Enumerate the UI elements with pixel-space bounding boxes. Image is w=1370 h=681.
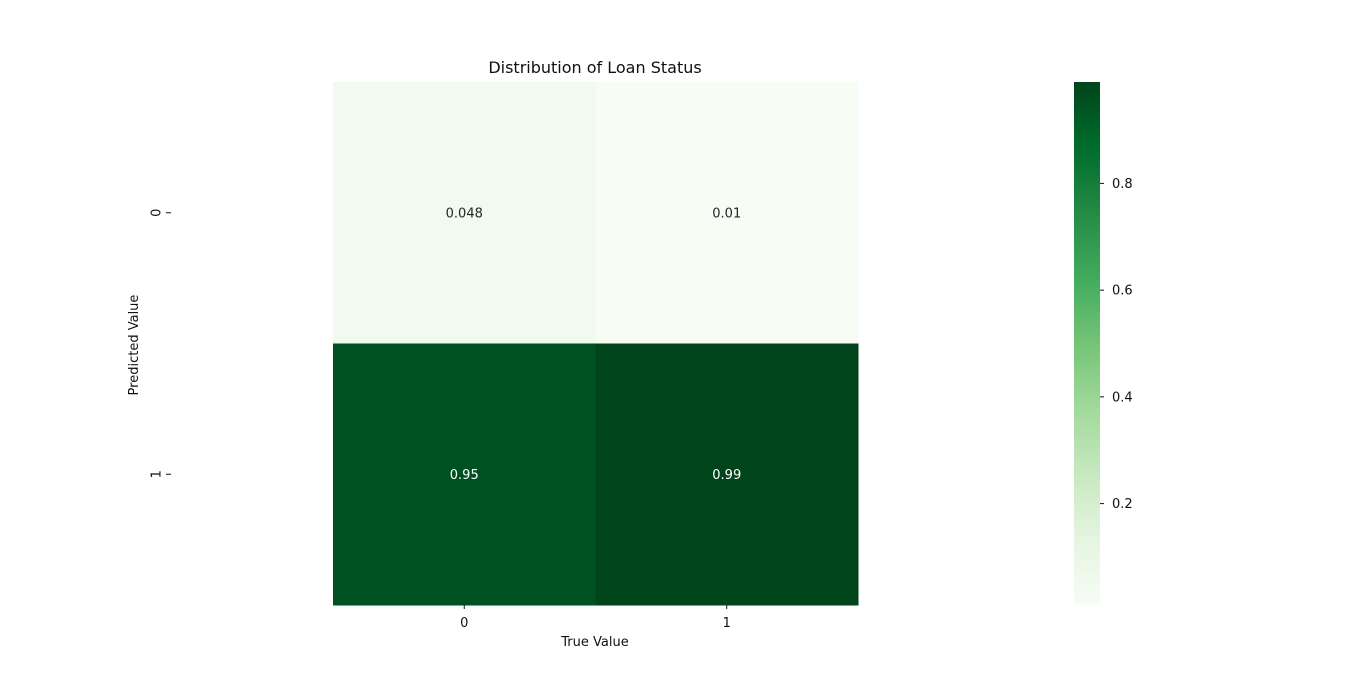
heatmap-cell-r0-c1 bbox=[595, 82, 859, 344]
heatmap-cell-r1-c0 bbox=[333, 343, 596, 606]
x-axis-label: True Value bbox=[560, 635, 628, 650]
cell-value-label-r0-c0: 0.048 bbox=[446, 206, 483, 221]
y-axis-ticks: 01 bbox=[150, 209, 171, 478]
colorbar-ticks: 0.2 0.4 0.6 0.8 bbox=[1100, 177, 1133, 512]
y-tick-label-0: 0 bbox=[150, 209, 165, 217]
colorbar-tick-label-1: 0.4 bbox=[1112, 390, 1133, 405]
y-tick-label-1: 1 bbox=[150, 470, 165, 478]
heatmap-cell-r1-c1 bbox=[595, 343, 859, 606]
cell-value-label-r1-c0: 0.95 bbox=[450, 468, 479, 483]
colorbar bbox=[1074, 82, 1100, 605]
x-tick-label-1: 1 bbox=[723, 616, 731, 631]
colorbar-tick-label-0: 0.2 bbox=[1112, 497, 1133, 512]
cell-value-label-r1-c1: 0.99 bbox=[712, 468, 741, 483]
chart-title: Distribution of Loan Status bbox=[488, 58, 701, 77]
heatmap-cell-r0-c0 bbox=[333, 82, 596, 344]
y-axis-label: Predicted Value bbox=[127, 295, 142, 396]
x-tick-label-0: 0 bbox=[460, 616, 468, 631]
heatmap-cells bbox=[333, 82, 859, 606]
colorbar-tick-label-3: 0.8 bbox=[1112, 177, 1133, 192]
cell-value-label-r0-c1: 0.01 bbox=[712, 206, 741, 221]
heatmap-cell-labels: 0.048 0.01 0.95 0.99 bbox=[446, 206, 742, 483]
colorbar-tick-label-2: 0.6 bbox=[1112, 284, 1133, 299]
